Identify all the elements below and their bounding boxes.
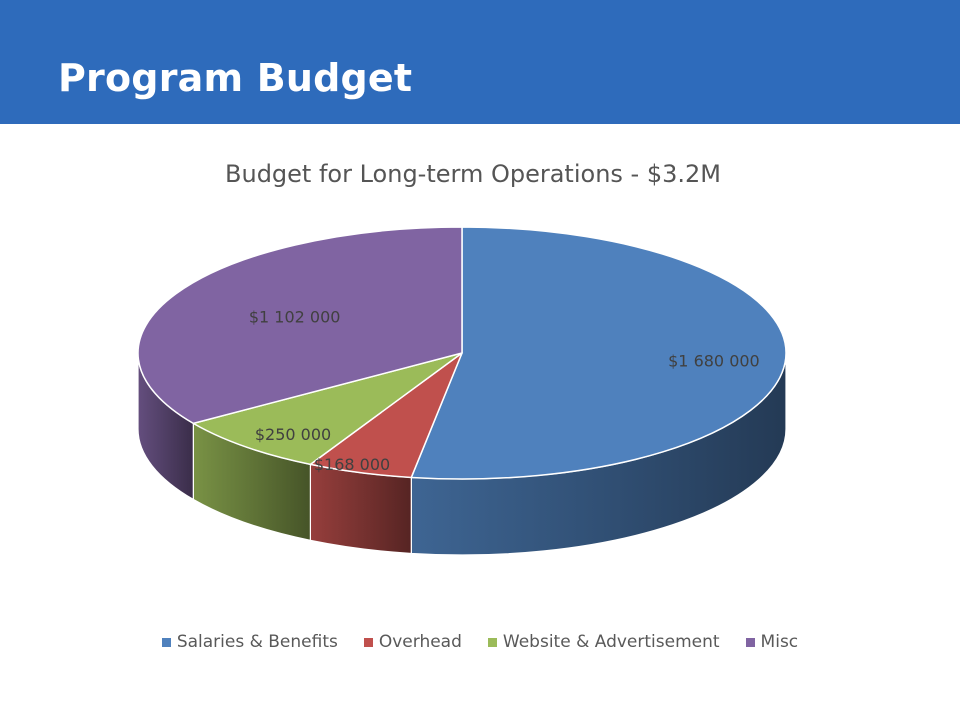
legend-item-misc: Misc	[745, 632, 799, 652]
legend-label-salaries: Salaries & Benefits	[176, 632, 338, 652]
legend-item-website: Website & Advertisement	[487, 632, 720, 652]
data-label-misc: $1 102 000	[249, 307, 341, 326]
data-label-salaries: $1 680 000	[668, 352, 760, 371]
pie-slice-salaries	[410, 226, 787, 480]
legend-swatch-overhead	[363, 637, 373, 647]
legend-swatch-misc	[745, 637, 755, 647]
legend-swatch-salaries	[161, 637, 171, 647]
data-label-overhead: $168 000	[314, 455, 390, 474]
chart-title: Budget for Long-term Operations - $3.2M	[225, 160, 721, 188]
data-label-website: $250 000	[255, 425, 331, 444]
legend-item-salaries: Salaries & Benefits	[161, 632, 338, 652]
pie-side-overhead	[309, 463, 412, 555]
header-bar	[0, 0, 960, 124]
legend-label-website: Website & Advertisement	[502, 632, 720, 652]
slide-title: Program Budget	[58, 56, 413, 100]
pie-slice-misc	[137, 226, 463, 425]
legend-label-misc: Misc	[760, 632, 799, 652]
legend-swatch-website	[487, 637, 497, 647]
chart-legend: Salaries & Benefits Overhead Website & A…	[0, 632, 960, 652]
legend-label-overhead: Overhead	[378, 632, 462, 652]
pie-slice-website	[192, 352, 463, 466]
legend-item-overhead: Overhead	[363, 632, 462, 652]
